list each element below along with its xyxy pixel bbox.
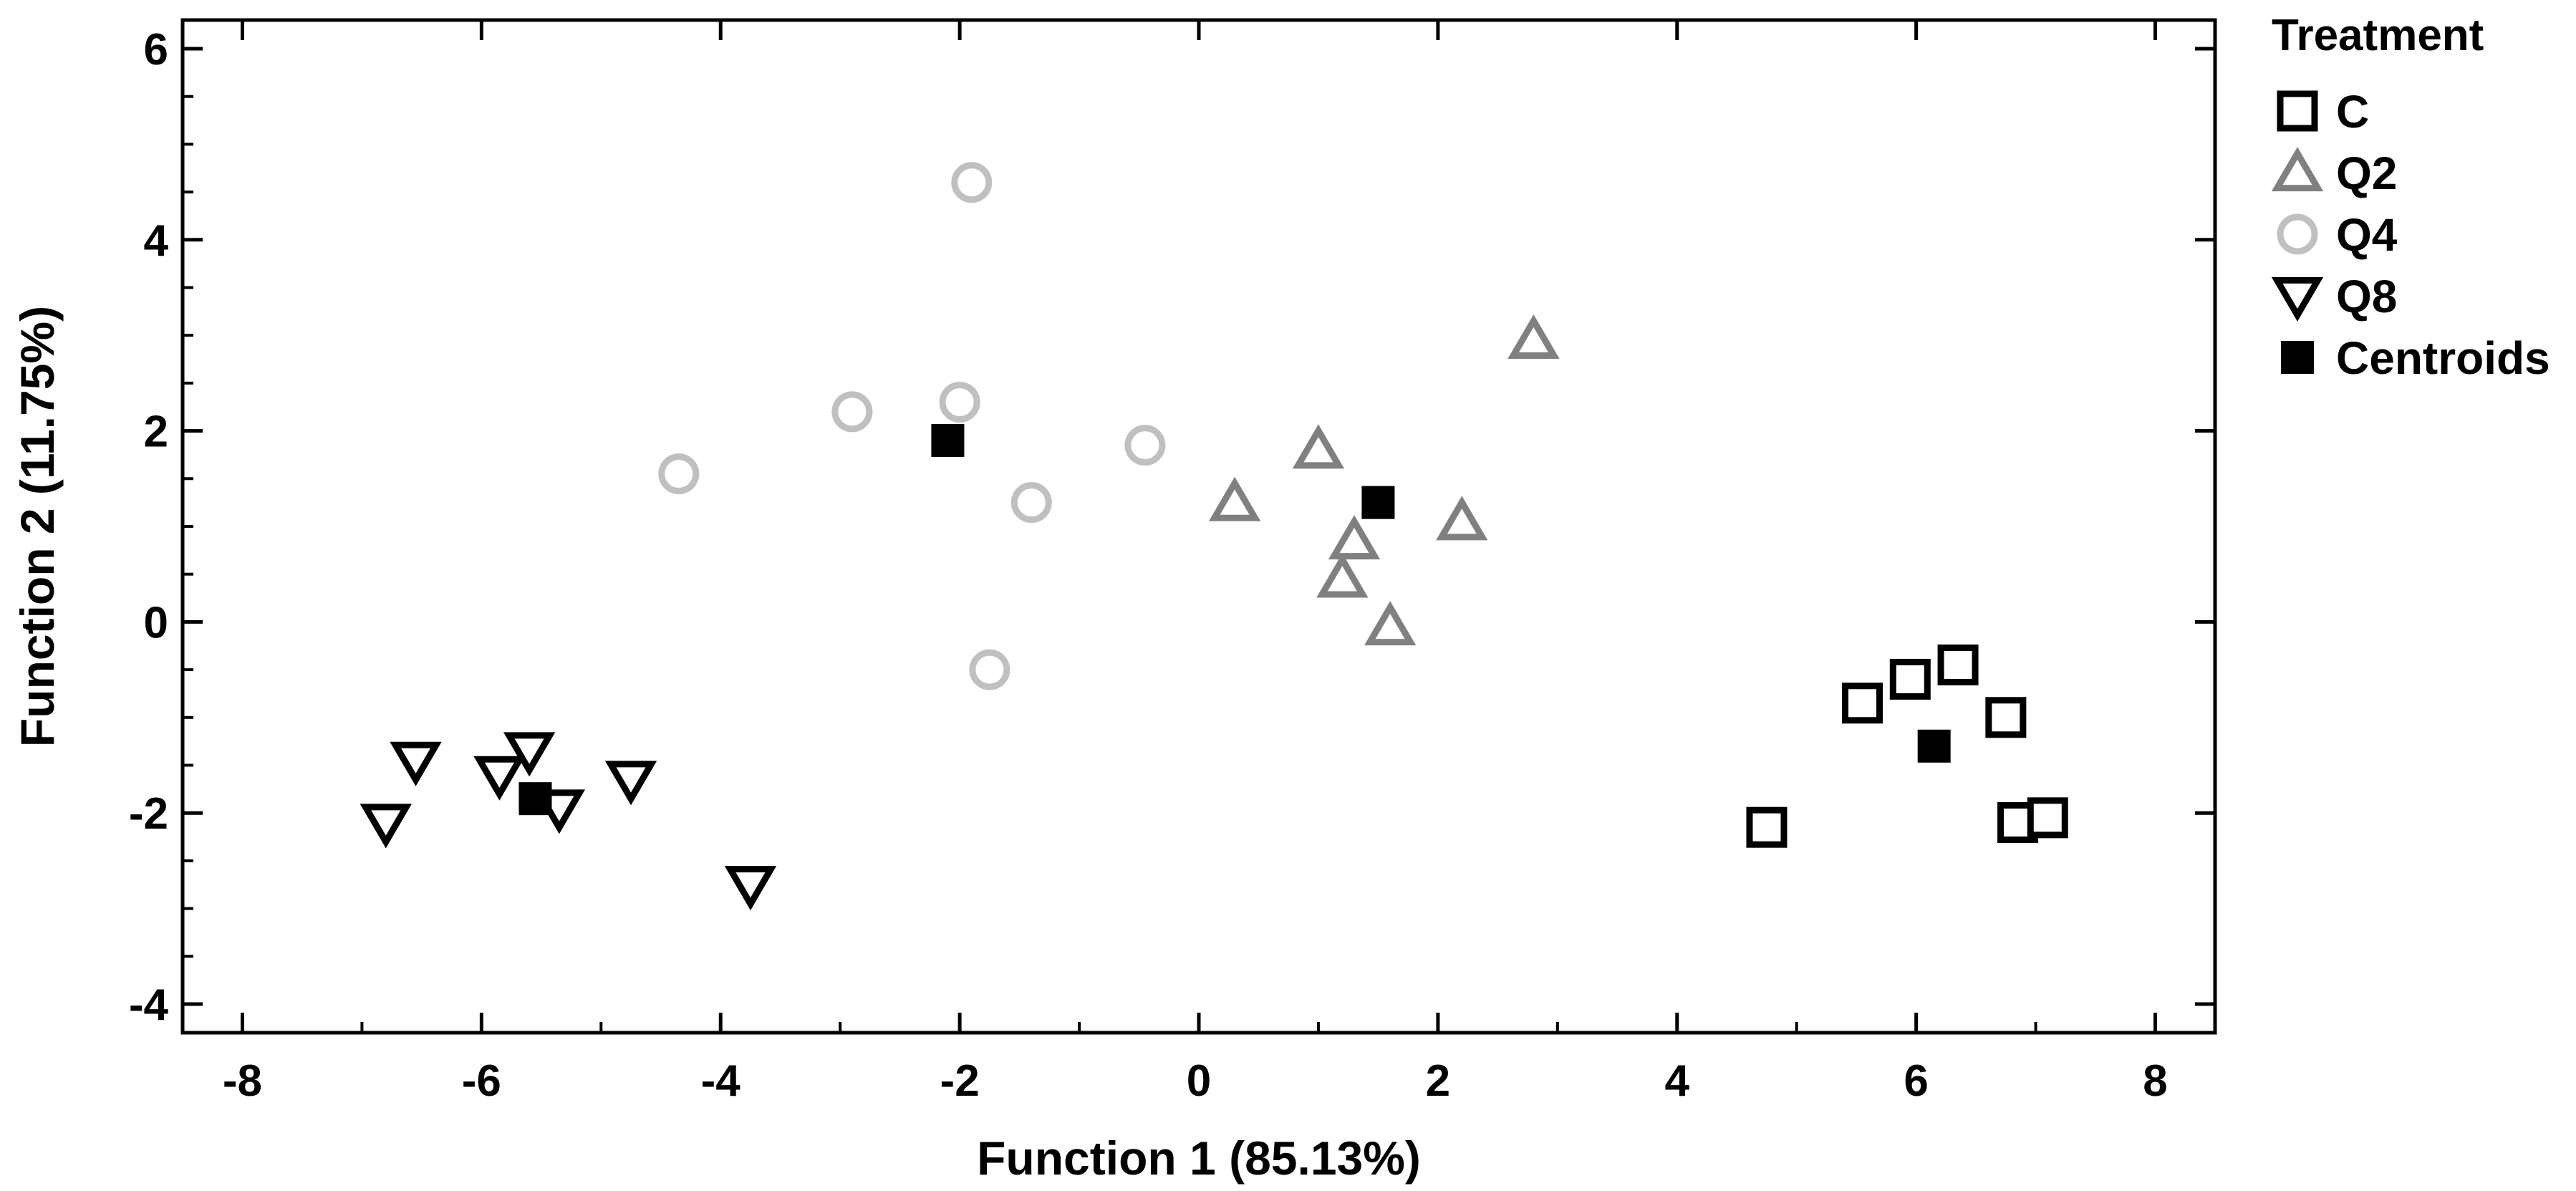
point-q8 — [724, 866, 777, 911]
data-marks — [360, 162, 2068, 911]
x-tick-label: 6 — [1904, 1056, 1928, 1106]
point-centroids — [931, 423, 965, 457]
point-q8 — [503, 732, 556, 777]
point-q4 — [969, 649, 1010, 690]
plot-frame — [180, 18, 2217, 1035]
point-q2 — [1328, 515, 1381, 560]
point-q4 — [831, 391, 873, 433]
legend: Treatment C Q2 Q4 Q8 Centroids — [2271, 11, 2550, 384]
x-tick-label: 4 — [1665, 1056, 1690, 1106]
x-tick-label: -2 — [940, 1056, 980, 1106]
point-q4 — [939, 382, 980, 423]
point-c — [1937, 644, 1979, 685]
series-q8 — [360, 732, 777, 911]
y-tick-label: -2 — [129, 789, 168, 839]
series-c — [1746, 644, 2068, 848]
x-tick-label: 0 — [1187, 1056, 1211, 1106]
legend-marker-q2 — [2271, 147, 2324, 192]
x-tick-label: 8 — [2143, 1056, 2167, 1106]
x-tick-label: -4 — [701, 1056, 741, 1106]
y-tick-label: 4 — [144, 216, 169, 266]
legend-marker-c — [2277, 90, 2318, 132]
series-centroids — [518, 423, 1951, 816]
y-tick-label: 2 — [144, 408, 168, 457]
legend-label-q4: Q4 — [2336, 209, 2398, 261]
x-tick-label: -8 — [223, 1056, 262, 1106]
legend-label-q2: Q2 — [2336, 148, 2397, 199]
point-q2 — [1364, 601, 1417, 646]
y-tick-label: -4 — [129, 980, 169, 1030]
point-q8 — [360, 804, 412, 849]
legend-label-c: C — [2336, 86, 2369, 138]
point-q2 — [1292, 424, 1345, 469]
x-tick-label: 2 — [1426, 1056, 1450, 1106]
x-tick-label: -6 — [462, 1056, 501, 1106]
point-q2 — [1316, 553, 1369, 598]
x-axis-title: Function 1 (85.13%) — [977, 1132, 1421, 1185]
point-c — [1985, 697, 2027, 738]
point-q8 — [604, 761, 657, 806]
point-c — [1746, 806, 1788, 848]
point-q2 — [1508, 314, 1560, 359]
legend-marker-q4 — [2277, 213, 2318, 255]
y-axis-title: Function 2 (11.75%) — [11, 306, 64, 747]
axes: -8 -6 -4 -2 0 2 4 6 8 -4 -2 0 2 4 6 — [129, 18, 2217, 1106]
series-q2 — [1208, 314, 1560, 646]
point-centroids — [1361, 486, 1395, 519]
point-centroids — [1917, 729, 1951, 763]
legend-marker-q8 — [2271, 276, 2324, 322]
y-tick-label: 6 — [144, 25, 168, 74]
point-q2 — [1208, 476, 1261, 521]
point-q4 — [1124, 425, 1166, 466]
legend-label-q8: Q8 — [2336, 271, 2397, 322]
series-q4 — [658, 162, 1166, 690]
legend-marker-centroids — [2281, 341, 2314, 374]
y-tick-label: 0 — [144, 598, 168, 647]
point-q8 — [390, 741, 442, 786]
point-q4 — [658, 453, 700, 495]
point-q8 — [473, 756, 526, 801]
legend-title: Treatment — [2272, 11, 2484, 60]
point-centroids — [518, 782, 552, 816]
point-q2 — [1436, 496, 1488, 541]
point-c — [1889, 658, 1931, 700]
point-q4 — [1010, 482, 1052, 524]
point-c — [2027, 797, 2068, 839]
point-c — [1842, 683, 1883, 724]
point-q4 — [951, 162, 993, 203]
legend-label-centroids: Centroids — [2336, 332, 2550, 384]
